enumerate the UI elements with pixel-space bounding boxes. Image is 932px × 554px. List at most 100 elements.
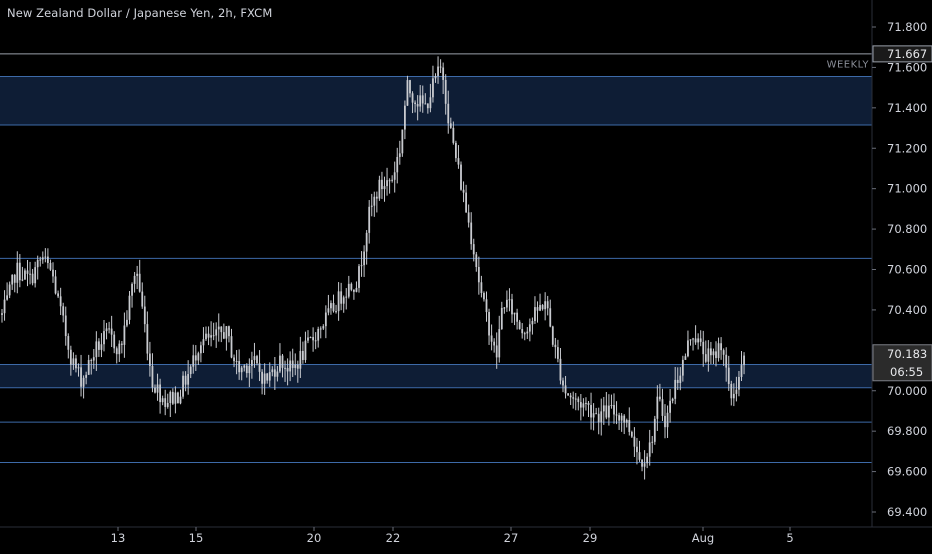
time-tick-label: 29: [583, 531, 598, 545]
candle-body: [24, 270, 26, 280]
candle-body: [495, 345, 498, 358]
candle-body: [8, 284, 11, 296]
time-tick-label: 20: [307, 531, 322, 545]
candle-body: [590, 404, 592, 418]
candle-body: [498, 329, 501, 358]
candle-body: [689, 339, 692, 341]
price-tick-label: 70.000: [887, 384, 927, 398]
candle-body: [353, 289, 355, 292]
candle-body: [85, 374, 88, 378]
candle-body: [105, 328, 108, 332]
last-price-label: 70.183: [887, 347, 927, 361]
candle-body: [110, 328, 113, 335]
candle-body: [625, 420, 628, 423]
candle-body: [613, 405, 615, 415]
candle-body: [230, 336, 233, 358]
candle-body: [381, 179, 383, 190]
candle-body: [567, 393, 569, 396]
candle-body: [582, 403, 585, 408]
candle-body: [67, 336, 70, 350]
candle-body: [276, 371, 279, 377]
candle-body: [16, 262, 19, 283]
candle-body: [34, 267, 37, 284]
candle-body: [526, 331, 529, 334]
candle-body: [108, 328, 110, 330]
candle-body: [347, 283, 350, 297]
candle-body: [618, 415, 620, 421]
candle-body: [564, 385, 567, 394]
candle-body: [146, 324, 149, 354]
candle-body: [299, 350, 302, 369]
candle-body: [687, 340, 689, 357]
candle-body: [551, 326, 554, 345]
candle-body: [541, 305, 544, 310]
candle-body: [398, 153, 401, 157]
candle-body: [87, 360, 90, 375]
candle-body: [207, 333, 210, 338]
candle-body: [577, 398, 580, 403]
candle-body: [82, 377, 85, 387]
candle-body: [217, 326, 220, 330]
candle-body: [268, 372, 271, 381]
candle-body: [192, 355, 195, 367]
zone-fill-0: [0, 76, 872, 126]
candle-body: [467, 212, 470, 223]
candle-body: [286, 368, 289, 372]
candle-body: [641, 459, 643, 467]
candle-body: [373, 196, 376, 206]
candle-body: [664, 415, 666, 428]
candle-body: [271, 369, 274, 373]
candle-body: [202, 339, 205, 346]
candle-body: [562, 380, 564, 386]
candle-body: [704, 354, 707, 362]
candle-body: [238, 361, 241, 373]
candle-body: [210, 335, 212, 338]
candle-body: [610, 405, 613, 407]
candle-body: [39, 259, 42, 261]
time-tick-label: 27: [504, 531, 519, 545]
candle-body: [245, 365, 248, 374]
candle-body: [103, 331, 105, 345]
price-tick-label: 71.200: [887, 141, 927, 155]
candle-body: [26, 270, 29, 274]
candle-body: [442, 67, 445, 80]
candle-body: [317, 328, 320, 341]
candle-body: [574, 398, 577, 400]
candle-body: [31, 273, 34, 284]
candle-body: [133, 275, 136, 284]
candle-body: [294, 364, 297, 368]
candle-body: [187, 374, 190, 385]
candle-body: [200, 345, 202, 354]
candle-body: [312, 337, 314, 341]
candle-body: [738, 376, 740, 390]
candle-body: [194, 355, 197, 361]
candle-body: [597, 413, 600, 423]
candle-body: [388, 180, 391, 182]
candle-body: [182, 375, 184, 397]
candle-body: [335, 311, 337, 313]
candle-body: [735, 389, 738, 394]
candle-body: [518, 321, 521, 330]
candle-body: [304, 340, 307, 360]
candle-body: [572, 397, 575, 399]
candle-body: [324, 312, 327, 327]
candle-body: [669, 400, 671, 413]
candle-body: [154, 387, 156, 393]
candle-body: [661, 399, 664, 416]
candle-body: [337, 291, 340, 312]
candle-body: [416, 103, 419, 107]
candle-body: [424, 103, 427, 105]
candle-body: [732, 393, 735, 399]
price-tick-label: 71.400: [887, 101, 927, 115]
candle-body: [41, 257, 44, 260]
candle-body: [659, 396, 661, 400]
candle-body: [743, 355, 745, 366]
price-tick-label: 70.800: [887, 222, 927, 236]
candle-body: [437, 66, 439, 76]
candle-body: [383, 186, 386, 190]
candle-body: [699, 338, 702, 342]
candle-body: [100, 344, 103, 350]
candle-body: [447, 103, 450, 124]
